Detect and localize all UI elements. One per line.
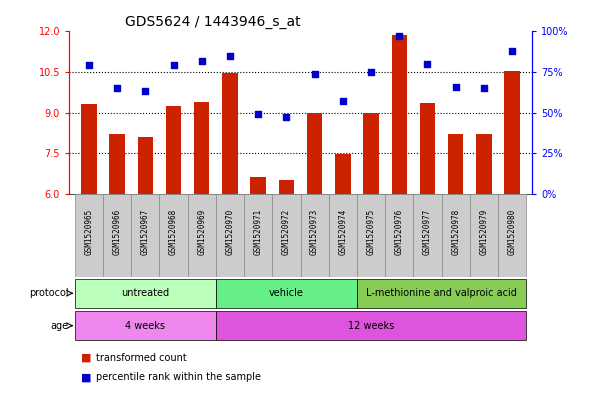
Text: ■: ■ xyxy=(81,353,91,363)
Text: L-methionine and valproic acid: L-methionine and valproic acid xyxy=(366,288,517,298)
Bar xyxy=(109,134,125,194)
Point xyxy=(112,85,122,91)
Point xyxy=(84,62,94,69)
Text: GSM1520965: GSM1520965 xyxy=(84,209,93,255)
Text: GSM1520968: GSM1520968 xyxy=(169,209,178,255)
Text: GSM1520977: GSM1520977 xyxy=(423,209,432,255)
Bar xyxy=(75,194,103,277)
Text: GSM1520971: GSM1520971 xyxy=(254,209,263,255)
Bar xyxy=(442,194,470,277)
Text: vehicle: vehicle xyxy=(269,288,304,298)
Bar xyxy=(279,180,294,194)
Bar xyxy=(188,194,216,277)
Point xyxy=(394,33,404,39)
Point xyxy=(169,62,178,69)
Bar xyxy=(216,194,244,277)
Point xyxy=(141,88,150,95)
Bar xyxy=(391,35,407,194)
Bar xyxy=(272,194,300,277)
Bar xyxy=(103,194,131,277)
Point xyxy=(423,61,432,67)
Text: GSM1520973: GSM1520973 xyxy=(310,209,319,255)
Text: age: age xyxy=(50,321,69,331)
Bar xyxy=(419,103,435,194)
Bar xyxy=(194,102,210,194)
Bar xyxy=(251,177,266,194)
Bar xyxy=(504,71,520,194)
Text: untreated: untreated xyxy=(121,288,169,298)
Bar xyxy=(413,194,442,277)
Text: GSM1520979: GSM1520979 xyxy=(480,209,489,255)
Bar xyxy=(159,194,188,277)
Bar xyxy=(131,194,159,277)
Bar xyxy=(166,106,182,194)
Bar xyxy=(75,311,216,340)
Bar xyxy=(216,311,526,340)
Bar xyxy=(216,279,357,308)
Bar xyxy=(138,137,153,194)
Text: GSM1520974: GSM1520974 xyxy=(338,209,347,255)
Text: ■: ■ xyxy=(81,372,91,382)
Text: protocol: protocol xyxy=(29,288,69,298)
Point xyxy=(310,70,319,77)
Point xyxy=(451,83,460,90)
Text: GSM1520980: GSM1520980 xyxy=(508,209,517,255)
Bar xyxy=(75,279,216,308)
Bar xyxy=(244,194,272,277)
Point xyxy=(282,114,291,121)
Bar xyxy=(498,194,526,277)
Text: GSM1520975: GSM1520975 xyxy=(367,209,376,255)
Text: GSM1520970: GSM1520970 xyxy=(225,209,234,255)
Bar xyxy=(363,112,379,194)
Text: GSM1520969: GSM1520969 xyxy=(197,209,206,255)
Point xyxy=(254,111,263,117)
Point xyxy=(197,57,207,64)
Bar xyxy=(470,194,498,277)
Bar xyxy=(448,134,463,194)
Point xyxy=(225,53,235,59)
Bar xyxy=(307,112,322,194)
Bar xyxy=(300,194,329,277)
Text: GSM1520976: GSM1520976 xyxy=(395,209,404,255)
Text: GSM1520978: GSM1520978 xyxy=(451,209,460,255)
Text: GSM1520966: GSM1520966 xyxy=(112,209,121,255)
Text: 4 weeks: 4 weeks xyxy=(125,321,165,331)
Text: percentile rank within the sample: percentile rank within the sample xyxy=(96,372,261,382)
Bar xyxy=(357,279,526,308)
Bar xyxy=(385,194,413,277)
Bar xyxy=(329,194,357,277)
Point xyxy=(479,85,489,91)
Text: transformed count: transformed count xyxy=(96,353,187,363)
Point xyxy=(366,69,376,75)
Bar xyxy=(222,73,238,194)
Text: 12 weeks: 12 weeks xyxy=(348,321,394,331)
Text: GSM1520967: GSM1520967 xyxy=(141,209,150,255)
Bar xyxy=(81,105,97,194)
Bar xyxy=(335,154,350,194)
Text: GSM1520972: GSM1520972 xyxy=(282,209,291,255)
Bar xyxy=(357,194,385,277)
Point xyxy=(338,98,347,104)
Bar xyxy=(476,134,492,194)
Point xyxy=(507,48,517,54)
Text: GDS5624 / 1443946_s_at: GDS5624 / 1443946_s_at xyxy=(124,15,300,29)
